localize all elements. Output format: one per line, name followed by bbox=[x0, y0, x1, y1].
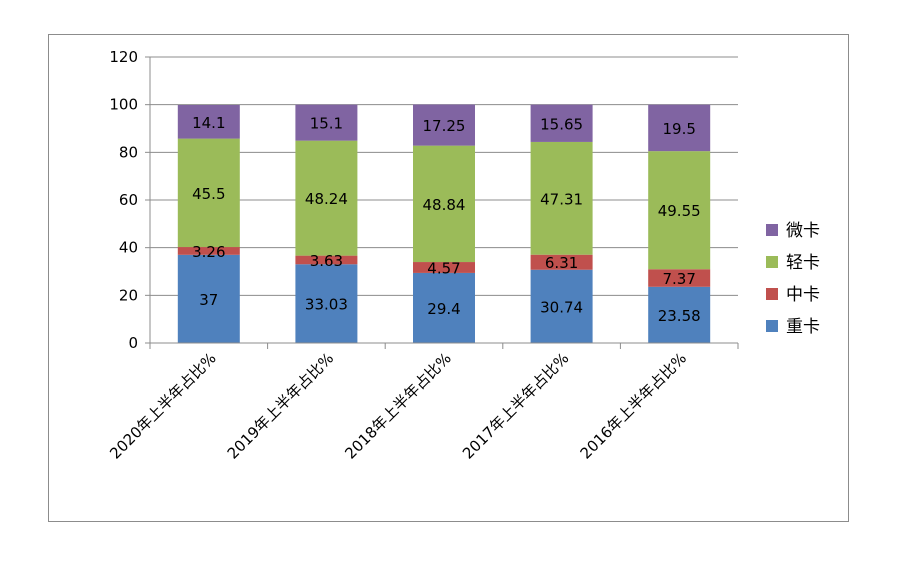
bar-segment bbox=[413, 145, 475, 263]
bar-segment bbox=[648, 104, 711, 152]
legend-swatch bbox=[766, 288, 778, 300]
data-label: 6.31 bbox=[545, 254, 578, 272]
x-axis-category-labels: 2020年上半年占比% 2019年上半年占比% 2018年上半年占比% 2017年上半… bbox=[106, 349, 690, 462]
bar-segment bbox=[295, 140, 358, 256]
data-label: 15.1 bbox=[310, 115, 343, 133]
y-tick-label: 100 bbox=[109, 96, 138, 114]
data-label: 29.4 bbox=[427, 300, 460, 318]
legend-label: 轻卡 bbox=[786, 253, 820, 273]
bar-segment bbox=[530, 254, 593, 270]
bar-segment bbox=[177, 105, 240, 139]
bar-segment bbox=[177, 254, 240, 343]
y-axis-tick-labels: 0 20 40 60 80 100 120 bbox=[109, 48, 138, 352]
data-label: 23.58 bbox=[658, 307, 701, 325]
x-category-label: 2019年上半年占比% bbox=[224, 349, 337, 462]
bar-segment bbox=[648, 286, 711, 343]
y-tick-label: 120 bbox=[109, 48, 138, 66]
data-label: 33.03 bbox=[305, 296, 348, 314]
data-label: 7.37 bbox=[662, 270, 695, 288]
data-label: 4.57 bbox=[427, 259, 460, 277]
data-label: 49.55 bbox=[658, 202, 701, 220]
bar-segment bbox=[295, 104, 358, 141]
x-category-label: 2018年上半年占比% bbox=[341, 349, 454, 462]
legend-swatch bbox=[766, 256, 778, 268]
y-tick-label: 20 bbox=[119, 286, 138, 304]
data-label: 47.31 bbox=[540, 190, 583, 208]
y-tick-label: 0 bbox=[128, 334, 138, 352]
data-label: 15.65 bbox=[540, 115, 583, 133]
data-label: 45.5 bbox=[192, 185, 225, 203]
bar-segment bbox=[177, 138, 240, 248]
data-label: 3.63 bbox=[310, 252, 343, 270]
x-category-label: 2016年上半年占比% bbox=[577, 349, 690, 462]
bar-segment bbox=[648, 269, 711, 287]
x-category-label: 2017年上半年占比% bbox=[459, 349, 572, 462]
data-label: 3.26 bbox=[192, 243, 225, 261]
data-label: 48.84 bbox=[423, 196, 466, 214]
data-label: 37 bbox=[199, 291, 218, 309]
data-label: 14.1 bbox=[192, 114, 225, 132]
data-labels: 37 3.26 45.5 14.1 33.03 3.63 48.24 15.1 29.4 4.57… bbox=[192, 114, 701, 325]
y-tick-label: 80 bbox=[119, 143, 138, 161]
bar-segment bbox=[295, 255, 358, 265]
data-label: 30.74 bbox=[540, 298, 583, 316]
bar-segment bbox=[413, 262, 475, 273]
bar-segment bbox=[295, 264, 358, 343]
y-tick-label: 40 bbox=[119, 239, 138, 257]
data-label: 48.24 bbox=[305, 190, 348, 208]
bar-segment bbox=[413, 104, 475, 146]
bars bbox=[177, 104, 711, 343]
bar-segment bbox=[530, 269, 593, 343]
axes bbox=[145, 56, 739, 349]
bar-segment bbox=[413, 272, 475, 343]
y-tick-label: 60 bbox=[119, 191, 138, 209]
bar-segment bbox=[177, 247, 240, 255]
data-label: 19.5 bbox=[662, 120, 695, 138]
data-label: 17.25 bbox=[423, 117, 466, 135]
legend-swatch bbox=[766, 224, 778, 236]
bar-segment bbox=[648, 151, 711, 270]
legend-label: 中卡 bbox=[786, 285, 820, 305]
legend-label: 重卡 bbox=[786, 317, 820, 337]
bar-segment bbox=[530, 141, 593, 255]
bar-segment bbox=[530, 104, 593, 142]
legend-label: 微卡 bbox=[786, 221, 820, 241]
x-category-label: 2020年上半年占比% bbox=[106, 349, 219, 462]
legend-swatch bbox=[766, 320, 778, 332]
